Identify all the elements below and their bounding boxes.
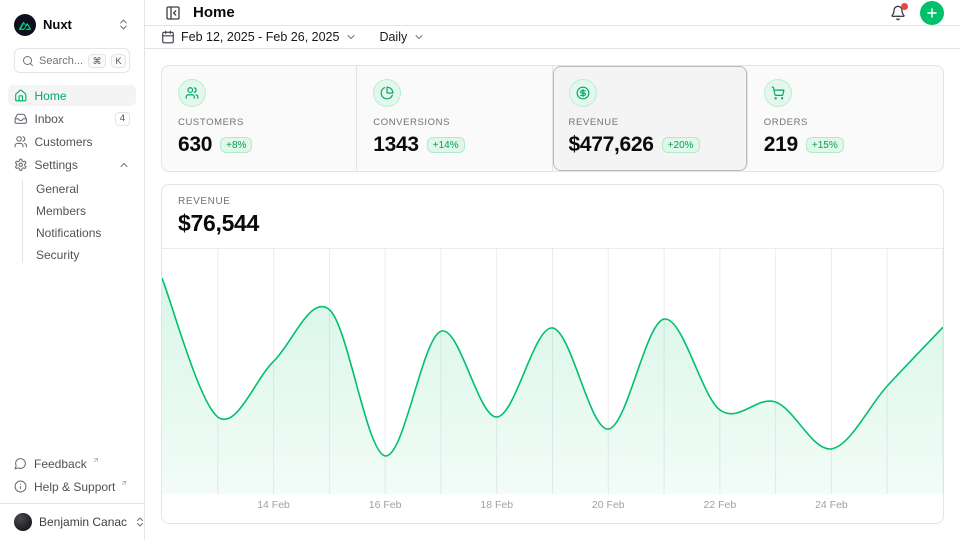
search-placeholder: Search... [39, 55, 83, 67]
footer-link-help-support[interactable]: Help & Support [14, 476, 130, 497]
page-title: Home [193, 4, 235, 21]
panel-left-close-icon [165, 5, 181, 21]
x-tick-label: 14 Feb [257, 499, 290, 511]
footer-link-label: Feedback [34, 457, 87, 471]
chevrons-up-down-icon [117, 18, 130, 31]
x-tick-label: 24 Feb [815, 499, 848, 511]
sidebar: Nuxt Search... ⌘ K Home Inbox 4 Customers Se… [0, 0, 145, 540]
sidebar-item-home[interactable]: Home [8, 85, 136, 106]
stat-label: ORDERS [764, 117, 927, 128]
stat-card-revenue[interactable]: REVENUE $477,626 +20% [553, 66, 748, 171]
footer-link-label: Help & Support [34, 480, 115, 494]
stat-label: CONVERSIONS [373, 117, 535, 128]
brand-name: Nuxt [43, 17, 72, 32]
stats-row: CUSTOMERS 630 +8% CONVERSIONS 1343 +14% REVENU… [161, 65, 944, 172]
stat-card-customers[interactable]: CUSTOMERS 630 +8% [162, 66, 357, 171]
chevron-up-icon [118, 159, 130, 171]
period-select[interactable]: Daily [379, 30, 425, 44]
revenue-area-chart [162, 249, 943, 494]
chart-value: $76,544 [178, 210, 927, 237]
footer-link-feedback[interactable]: Feedback [14, 453, 130, 474]
sidebar-item-settings[interactable]: Settings [8, 154, 136, 175]
stat-icon-circle [569, 79, 597, 107]
users-icon [14, 135, 28, 149]
nuxt-logo-icon [14, 14, 36, 36]
main: Home Feb 12, 2 [145, 0, 960, 540]
chevron-down-icon [413, 31, 425, 43]
x-tick-label: 18 Feb [480, 499, 513, 511]
toolbar: Feb 12, 2025 - Feb 26, 2025 Daily [145, 26, 960, 49]
stat-value: 1343 [373, 133, 419, 157]
info-icon [14, 480, 27, 493]
search-icon [22, 55, 34, 67]
chart-x-axis: 14 Feb 16 Feb 18 Feb 20 Feb 22 Feb 24 Feb [162, 494, 943, 518]
sidebar-item-label: Settings [35, 158, 78, 172]
sidebar-subitem-members[interactable]: Members [36, 200, 130, 221]
message-circle-icon [14, 457, 27, 470]
home-icon [14, 89, 28, 103]
arrow-up-right-icon [120, 479, 128, 487]
inbox-count-badge: 4 [115, 112, 130, 126]
stat-label: CUSTOMERS [178, 117, 340, 128]
date-range-picker[interactable]: Feb 12, 2025 - Feb 26, 2025 [161, 30, 357, 44]
avatar [14, 513, 32, 531]
x-tick-label: 22 Feb [703, 499, 736, 511]
x-tick-label: 20 Feb [592, 499, 625, 511]
sidebar-collapse-button[interactable] [161, 1, 185, 25]
search-input[interactable]: Search... ⌘ K [14, 48, 130, 73]
add-button[interactable] [920, 1, 944, 25]
sidebar-subnav: GeneralMembersNotificationsSecurity [14, 178, 130, 265]
notification-dot [901, 3, 908, 10]
stat-value: 219 [764, 133, 798, 157]
stat-icon-circle [764, 79, 792, 107]
sidebar-subitem-notifications[interactable]: Notifications [36, 222, 130, 243]
plus-icon [925, 6, 939, 20]
stat-card-orders[interactable]: ORDERS 219 +15% [748, 66, 943, 171]
chart-header: REVENUE $76,544 [162, 185, 943, 249]
kbd-k: K [111, 54, 126, 68]
inbox-icon [14, 112, 28, 126]
revenue-chart-card: REVENUE $76,544 14 Feb 16 Feb 18 Feb 20 Feb… [161, 184, 944, 524]
content: CUSTOMERS 630 +8% CONVERSIONS 1343 +14% REVENU… [145, 49, 960, 540]
stat-label: REVENUE [569, 117, 731, 128]
app: Nuxt Search... ⌘ K Home Inbox 4 Customers Se… [0, 0, 960, 540]
chart-label: REVENUE [178, 196, 927, 207]
stat-delta-badge: +8% [220, 137, 252, 153]
topbar: Home [145, 0, 960, 26]
date-range-label: Feb 12, 2025 - Feb 26, 2025 [181, 30, 339, 44]
sidebar-nav: Home Inbox 4 Customers Settings GeneralMember… [0, 85, 144, 265]
chevron-down-icon [345, 31, 357, 43]
gear-icon [14, 158, 28, 172]
user-menu[interactable]: Benjamin Canac [0, 503, 144, 540]
notifications-button[interactable] [886, 1, 910, 25]
arrow-up-right-icon [92, 456, 100, 464]
stat-value: $477,626 [569, 133, 654, 157]
sidebar-subitem-security[interactable]: Security [36, 244, 130, 265]
sidebar-spacer [0, 265, 144, 453]
stat-delta-badge: +20% [662, 137, 700, 153]
x-tick-label: 16 Feb [369, 499, 402, 511]
workspace-switcher[interactable]: Nuxt [0, 0, 144, 40]
calendar-icon [161, 30, 175, 44]
user-name: Benjamin Canac [39, 515, 127, 529]
sidebar-footer: Feedback Help & Support [0, 453, 144, 503]
stat-delta-badge: +15% [806, 137, 844, 153]
sidebar-item-label: Inbox [35, 112, 64, 126]
stat-icon-circle [373, 79, 401, 107]
sidebar-item-inbox[interactable]: Inbox 4 [8, 108, 136, 129]
stat-card-conversions[interactable]: CONVERSIONS 1343 +14% [357, 66, 552, 171]
period-label: Daily [379, 30, 407, 44]
sidebar-item-label: Customers [35, 135, 93, 149]
stat-delta-badge: +14% [427, 137, 465, 153]
sidebar-item-customers[interactable]: Customers [8, 131, 136, 152]
stat-icon-circle [178, 79, 206, 107]
sidebar-subitem-general[interactable]: General [36, 178, 130, 199]
kbd-cmd: ⌘ [88, 54, 106, 68]
stat-value: 630 [178, 133, 212, 157]
sidebar-item-label: Home [35, 89, 67, 103]
